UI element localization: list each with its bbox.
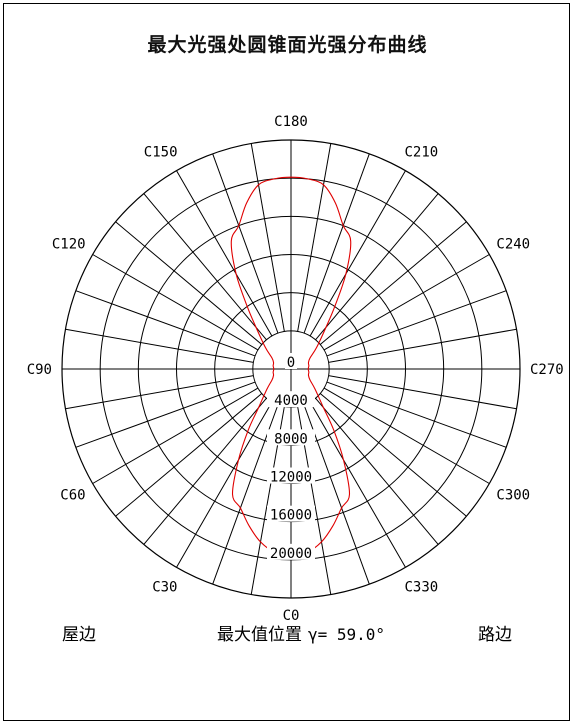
angle-label-c240: C240	[496, 237, 530, 253]
spoke-280	[328, 375, 517, 410]
house-side-label: 屋边	[62, 625, 96, 645]
spoke-150	[176, 170, 273, 337]
spoke-170	[250, 143, 285, 332]
angle-label-c60: C60	[60, 488, 85, 504]
spoke-50	[115, 393, 263, 517]
spoke-300	[323, 387, 490, 484]
radial-label-bg-0	[285, 353, 297, 369]
angle-label-c270: C270	[530, 362, 564, 378]
spoke-240	[323, 254, 490, 351]
radial-tick-label-16000: 16000	[270, 508, 312, 524]
radial-tick-label-4000: 4000	[274, 393, 308, 409]
radial-label-bg-8000	[267, 429, 315, 446]
max-position-label: 最大值位置	[217, 625, 302, 645]
radial-tick-label-12000: 12000	[270, 470, 312, 486]
max-position: 最大值位置 γ= 59.0°	[217, 620, 385, 645]
spoke-70	[75, 381, 256, 448]
radial-label-bg-4000	[267, 391, 315, 408]
spoke-260	[328, 328, 517, 363]
spoke-100	[65, 328, 254, 363]
spoke-310	[319, 393, 467, 517]
radial-tick-label-8000: 8000	[274, 431, 308, 447]
spoke-60	[92, 387, 259, 484]
road-side-label: 路边	[478, 625, 512, 645]
spoke-80	[65, 375, 254, 410]
angle-label-c30: C30	[152, 579, 177, 595]
angle-label-c150: C150	[144, 145, 178, 161]
spoke-290	[326, 381, 507, 448]
spoke-160	[212, 153, 279, 334]
radial-tick-label-0: 0	[287, 355, 295, 371]
spoke-190	[297, 143, 332, 332]
spoke-120	[92, 254, 259, 351]
max-gamma-value: γ= 59.0°	[308, 625, 386, 644]
spoke-30	[176, 401, 273, 568]
angle-label-c120: C120	[52, 237, 86, 253]
spoke-230	[319, 221, 467, 345]
spoke-130	[115, 221, 263, 345]
spoke-140	[143, 193, 267, 341]
spoke-210	[309, 170, 406, 337]
chart-frame	[3, 3, 570, 721]
radial-label-bg-12000	[267, 467, 315, 484]
spoke-40	[143, 397, 267, 545]
angle-label-c210: C210	[405, 145, 439, 161]
angle-label-c330: C330	[405, 579, 439, 595]
radial-tick-label-20000: 20000	[270, 546, 312, 562]
spoke-320	[315, 397, 439, 545]
spoke-220	[315, 193, 439, 341]
spoke-330	[309, 401, 406, 568]
angle-label-c180: C180	[274, 114, 308, 130]
radial-label-bg-16000	[267, 505, 315, 522]
chart-title: 最大光强处圆锥面光强分布曲线	[147, 34, 428, 56]
angle-label-c300: C300	[496, 488, 530, 504]
spoke-110	[75, 290, 256, 357]
angle-label-c90: C90	[27, 362, 52, 378]
spoke-200	[303, 153, 370, 334]
intensity-curve	[230, 176, 352, 557]
angle-label-c0: C0	[283, 608, 300, 624]
radial-label-bg-20000	[267, 543, 315, 560]
spoke-250	[326, 290, 507, 357]
